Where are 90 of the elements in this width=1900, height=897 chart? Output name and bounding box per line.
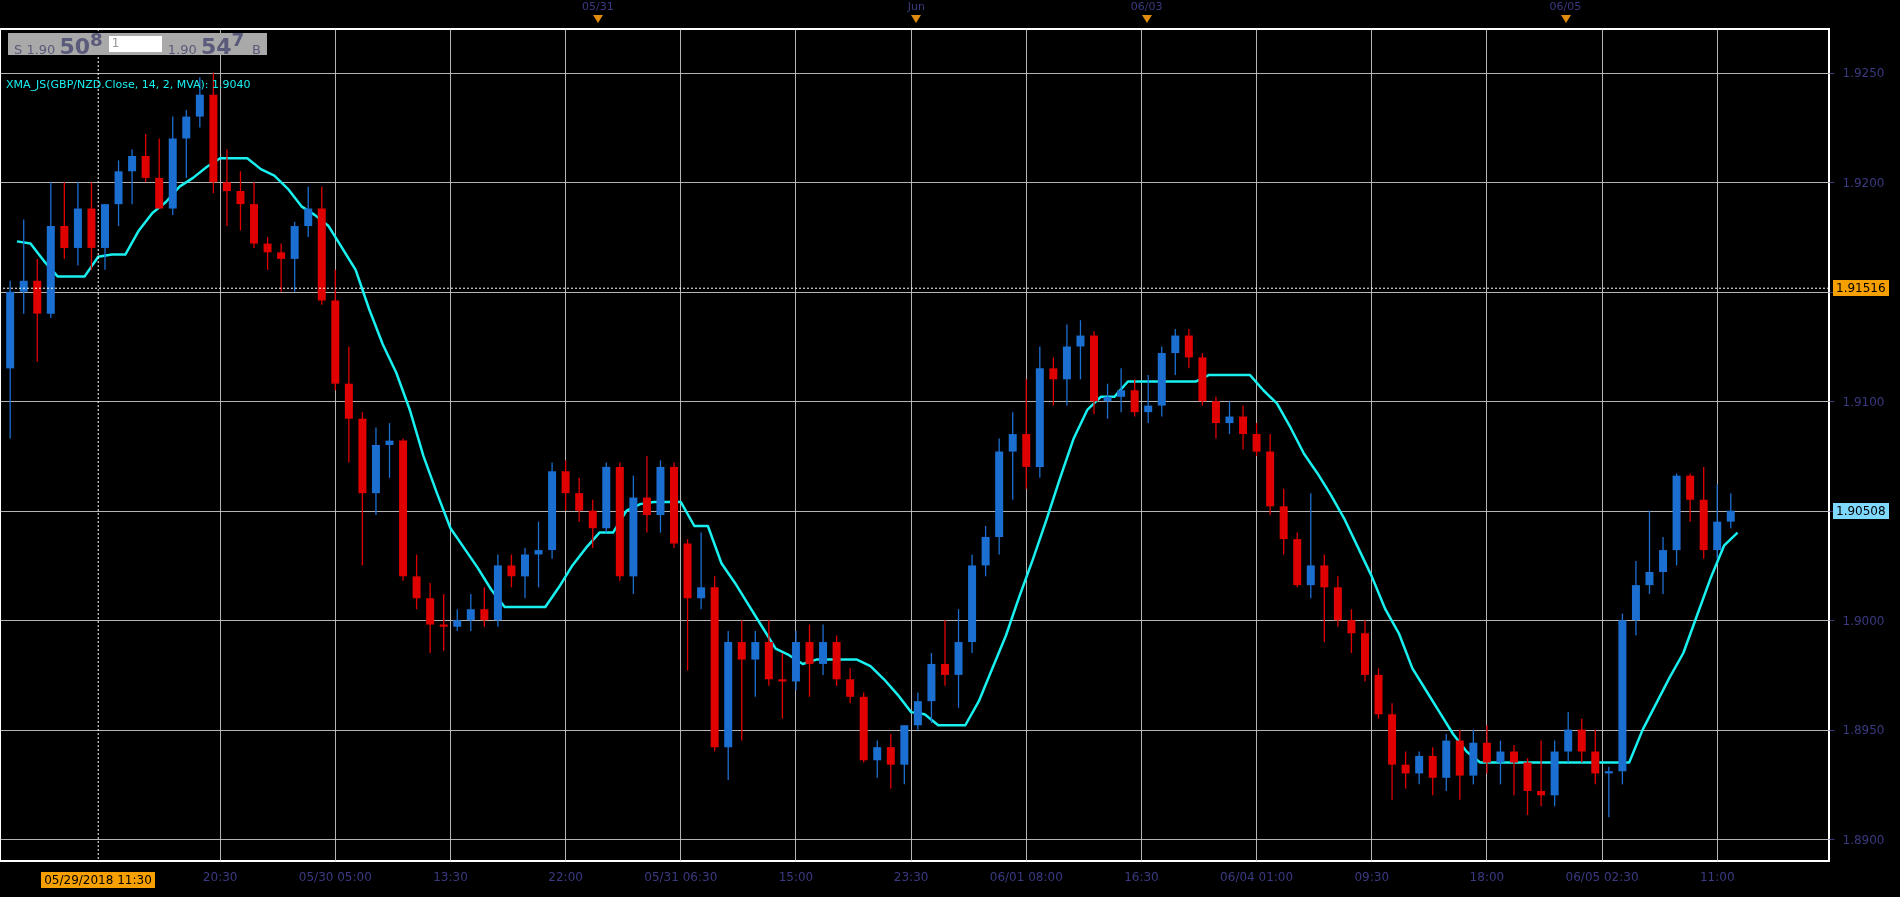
candlestick bbox=[1306, 492, 1315, 599]
x-tick-label: 05/30 05:00 bbox=[298, 869, 372, 884]
candlestick bbox=[588, 499, 597, 549]
candlestick bbox=[819, 623, 828, 676]
candlestick bbox=[412, 553, 421, 610]
candlestick bbox=[263, 236, 272, 271]
candlestick bbox=[480, 586, 489, 628]
candlestick bbox=[1659, 536, 1668, 595]
candlestick bbox=[1591, 728, 1600, 786]
candlestick bbox=[805, 623, 814, 698]
candlestick bbox=[236, 170, 245, 232]
candlestick bbox=[1415, 750, 1424, 786]
candlestick bbox=[1428, 746, 1437, 796]
candlestick bbox=[1130, 378, 1139, 418]
candlestick bbox=[1496, 739, 1505, 786]
candlestick bbox=[575, 477, 584, 523]
text: 05/31 bbox=[582, 0, 614, 13]
candlestick bbox=[1347, 608, 1356, 654]
candlestick bbox=[277, 242, 286, 293]
candlestick bbox=[1537, 739, 1546, 807]
candlestick bbox=[304, 185, 313, 238]
x-tick-label: 06/05 02:30 bbox=[1565, 869, 1639, 884]
x-tick-label: 13:30 bbox=[433, 869, 468, 884]
candlestick bbox=[141, 133, 150, 183]
x-tick-label: 09:30 bbox=[1354, 869, 1390, 884]
x-tick-label: 15:00 bbox=[778, 869, 814, 884]
candlestick bbox=[182, 109, 191, 179]
x-tick-label: 05/31 06:30 bbox=[644, 869, 718, 884]
candlestick bbox=[385, 422, 394, 479]
candlestick bbox=[1320, 553, 1329, 643]
candlestick bbox=[940, 619, 949, 687]
candlestick bbox=[886, 733, 895, 790]
x-tick-label: 23:30 bbox=[893, 869, 929, 884]
candlestick bbox=[60, 181, 69, 260]
y-tick-label: 1.8950 bbox=[1842, 723, 1885, 738]
x-tick-label: 22:00 bbox=[548, 869, 583, 884]
candlestick bbox=[1076, 319, 1085, 380]
candlestick bbox=[561, 459, 570, 512]
candlestick bbox=[520, 547, 529, 599]
y-tick-label: 1.8900 bbox=[1842, 832, 1885, 847]
candlestick bbox=[1510, 744, 1519, 796]
x-tick-label: 11:00 bbox=[1699, 869, 1735, 884]
candlestick bbox=[222, 148, 231, 227]
candlestick bbox=[1225, 400, 1234, 435]
candlestick bbox=[1564, 711, 1573, 764]
candlestick bbox=[1401, 750, 1410, 790]
candlestick bbox=[128, 148, 137, 205]
candlestick bbox=[1144, 374, 1153, 424]
candlestick bbox=[1184, 328, 1193, 370]
candlestick bbox=[642, 455, 651, 534]
candlestick bbox=[1577, 718, 1586, 764]
candlestick bbox=[1482, 724, 1491, 775]
line-series bbox=[15, 156, 1739, 764]
candlestick bbox=[1049, 356, 1058, 407]
candlestick bbox=[507, 553, 516, 588]
candlestick bbox=[1726, 492, 1735, 529]
candlestick bbox=[466, 593, 475, 632]
y-tick-label: 1.9000 bbox=[1842, 613, 1885, 628]
candlestick bbox=[1008, 411, 1017, 501]
text: 1.90508 bbox=[1833, 502, 1889, 519]
x-tick-label: 20:30 bbox=[202, 869, 238, 884]
text: 06/03 bbox=[1130, 0, 1163, 13]
x-tick-label: 05/29/2018 11:30 bbox=[41, 872, 155, 888]
x-tick-label: 06/04 01:00 bbox=[1220, 869, 1294, 884]
y-tick-label: 1.9100 bbox=[1842, 394, 1885, 409]
x-tick-label: 18:00 bbox=[1469, 869, 1505, 884]
quote-widget: S 1.90 50$^{8}$ 1 1.90 54$^{7}$ B bbox=[8, 33, 267, 55]
candlestick bbox=[1171, 328, 1180, 376]
text: Jun bbox=[907, 0, 926, 13]
x-tick-label: 16:30 bbox=[1124, 869, 1159, 884]
candlestick bbox=[751, 630, 760, 698]
y-tick-label: 1.9250 bbox=[1842, 66, 1885, 81]
candlestick bbox=[453, 608, 462, 632]
x-tick-label: 06/01 08:00 bbox=[989, 869, 1063, 884]
candlestick bbox=[1103, 383, 1112, 420]
candlestick bbox=[1239, 404, 1248, 451]
candlestick bbox=[19, 218, 28, 315]
candlestick bbox=[737, 619, 746, 742]
candlestick bbox=[1645, 510, 1654, 595]
candlestick bbox=[1252, 422, 1261, 457]
candlestick bbox=[697, 531, 706, 610]
y-tick-label: 1.9200 bbox=[1842, 175, 1885, 190]
annotation: 1 bbox=[108, 36, 162, 52]
candlestick bbox=[1211, 396, 1220, 440]
candlestick bbox=[534, 520, 543, 588]
text: 06/05 bbox=[1549, 0, 1582, 13]
candlestick bbox=[1117, 367, 1126, 413]
ref-line-label: 1.91516 bbox=[1833, 280, 1889, 297]
candlestick bbox=[873, 739, 882, 779]
candlestick bbox=[846, 667, 855, 705]
